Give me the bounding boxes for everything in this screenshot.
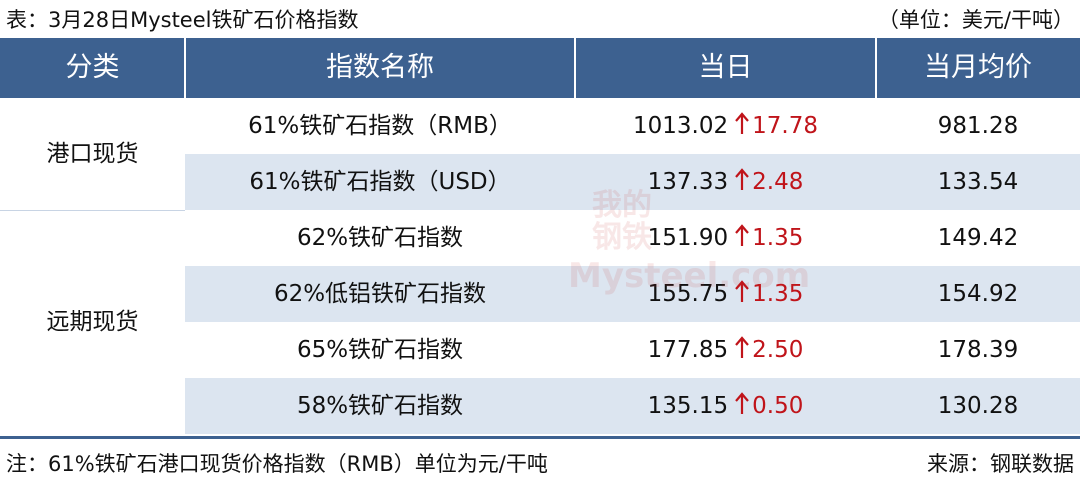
footer-note: 注：61%铁矿石港口现货价格指数（RMB）单位为元/干吨	[6, 452, 548, 476]
monthly-average: 154.92	[937, 281, 1019, 307]
day-value: 155.75	[647, 281, 729, 307]
day-value: 135.15	[647, 393, 729, 419]
index-name: 62%铁矿石指数	[296, 225, 464, 251]
day-value: 1013.02	[633, 113, 729, 139]
watermark: 我的 钢铁	[592, 190, 652, 254]
column-header: 指数名称	[326, 52, 434, 83]
day-cell: 1013.02 17.78	[575, 98, 876, 154]
up-arrow	[735, 224, 749, 246]
change-value: 0.50	[752, 393, 804, 419]
bottom-rule	[0, 436, 1080, 439]
unit: （单位：美元/干吨）	[877, 8, 1074, 32]
header-separator	[574, 38, 576, 98]
day-cell: 137.33 2.48	[575, 154, 876, 210]
footer-source: 来源：钢联数据	[927, 452, 1074, 476]
index-name: 62%低铝铁矿石指数	[273, 281, 487, 307]
row-background	[185, 266, 1080, 322]
day-cell: 151.90 1.35	[575, 210, 876, 266]
up-arrow	[735, 280, 749, 302]
index-name: 61%铁矿石指数（USD）	[249, 169, 511, 195]
header-separator	[875, 38, 877, 98]
header-separator	[184, 38, 186, 98]
day-cell: 135.15 0.50	[575, 378, 876, 434]
column-header: 当日	[698, 52, 753, 83]
day-cell: 155.75 1.35	[575, 266, 876, 322]
row-background	[185, 154, 1080, 210]
monthly-average: 981.28	[937, 113, 1019, 139]
group-label: 港口现货	[46, 141, 139, 167]
index-name: 58%铁矿石指数	[296, 393, 464, 419]
watermark-text: 钢铁	[592, 220, 652, 255]
title: 表：3月28日Mysteel铁矿石价格指数	[6, 8, 359, 32]
up-arrow	[735, 168, 749, 190]
day-value: 177.85	[647, 337, 729, 363]
change-value: 1.35	[752, 225, 804, 251]
up-arrow	[735, 392, 749, 414]
row-background	[185, 378, 1080, 434]
monthly-average: 130.28	[937, 393, 1019, 419]
monthly-average: 133.54	[937, 169, 1019, 195]
day-value: 151.90	[647, 225, 729, 251]
change-value: 2.50	[752, 337, 804, 363]
up-arrow	[735, 112, 749, 134]
day-value: 137.33	[647, 169, 729, 195]
index-name: 61%铁矿石指数（RMB）	[248, 113, 512, 139]
monthly-average: 178.39	[937, 337, 1019, 363]
watermark-text: Mysteel.com	[568, 256, 811, 296]
monthly-average: 149.42	[937, 225, 1019, 251]
group-label: 远期现货	[46, 309, 139, 335]
change-value: 1.35	[752, 281, 804, 307]
column-header: 当月均价	[924, 52, 1032, 83]
day-cell: 177.85 2.50	[575, 322, 876, 378]
index-name: 65%铁矿石指数	[296, 337, 464, 363]
change-value: 2.48	[752, 169, 804, 195]
group-separator	[0, 210, 185, 211]
change-value: 17.78	[752, 113, 818, 139]
watermark-text: 我的	[592, 188, 652, 223]
header-row: 分类 指数名称 当日 当月均价	[0, 38, 1080, 98]
up-arrow	[735, 336, 749, 358]
column-header: 分类	[65, 52, 120, 83]
